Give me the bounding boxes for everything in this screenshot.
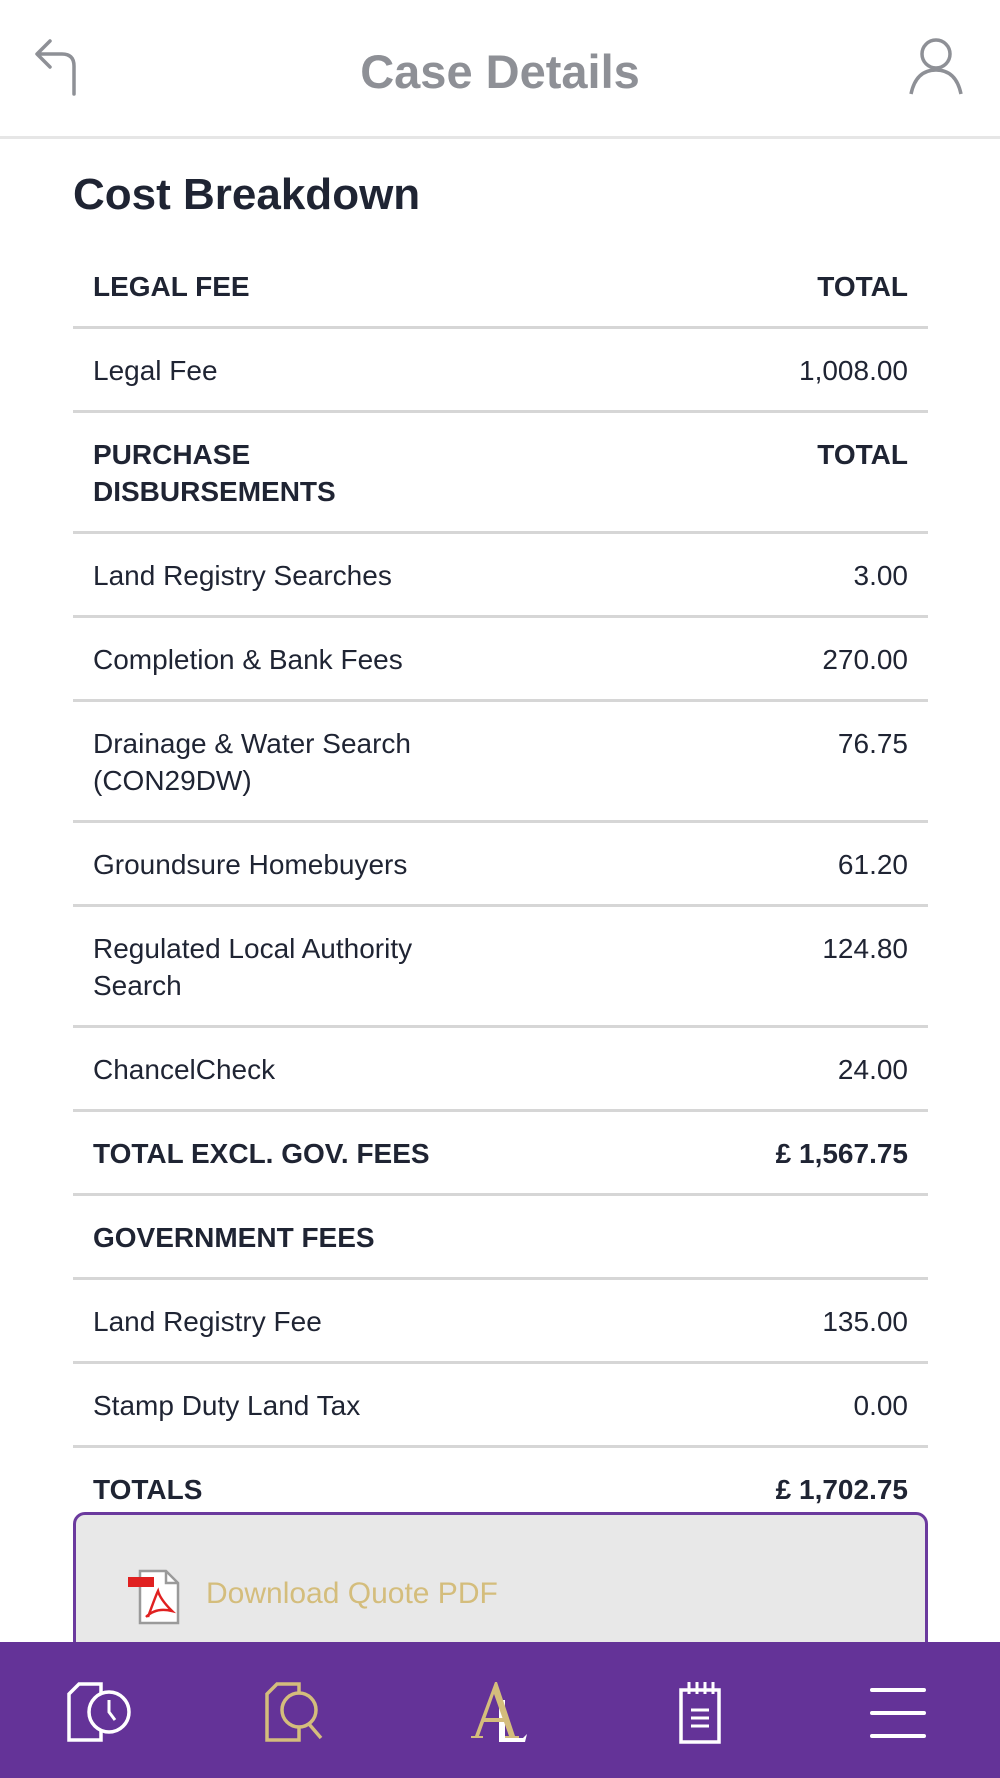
user-icon[interactable] [908, 36, 964, 96]
row-label: ChancelCheck [93, 1054, 276, 1085]
bottom-nav [0, 1642, 1000, 1778]
row-label: PURCHASE DISBURSEMENTS [93, 439, 336, 507]
row-label: Land Registry Fee [93, 1306, 322, 1337]
document-search-icon[interactable] [263, 1678, 333, 1748]
row-value: 61.20 [837, 849, 908, 880]
row-label: Land Registry Searches [93, 560, 392, 591]
table-row: Completion & Bank Fees 270.00 [73, 618, 928, 702]
back-arrow-icon[interactable] [34, 36, 84, 96]
row-label: TOTAL EXCL. GOV. FEES [93, 1138, 430, 1169]
table-header-row: GOVERNMENT FEES [73, 1196, 928, 1280]
row-value: £ 1,567.75 [775, 1138, 908, 1169]
table-row: Stamp Duty Land Tax 0.00 [73, 1364, 928, 1448]
row-value: 24.00 [837, 1054, 908, 1085]
table-header-row: PURCHASE DISBURSEMENTS TOTAL [73, 413, 928, 534]
row-label: Regulated Local Authority Search [93, 933, 413, 1001]
row-label: TOTALS [93, 1474, 203, 1505]
menu-icon[interactable] [864, 1678, 934, 1748]
section-title: Cost Breakdown [73, 170, 421, 219]
row-value: TOTAL [817, 271, 908, 302]
row-label: Legal Fee [93, 355, 218, 386]
row-value: 270.00 [822, 644, 908, 675]
case-timeline-icon[interactable] [65, 1678, 135, 1748]
row-value: 135.00 [822, 1306, 908, 1337]
row-label: Drainage & Water Search (CON29DW) [93, 728, 411, 796]
row-value: 76.75 [837, 728, 908, 759]
table-row: Legal Fee 1,008.00 [73, 329, 928, 413]
row-value: 1,008.00 [799, 355, 908, 386]
row-label: LEGAL FEE [93, 271, 250, 302]
table-row: Land Registry Searches 3.00 [73, 534, 928, 618]
row-value: 3.00 [853, 560, 909, 591]
pdf-icon [128, 1569, 180, 1625]
notepad-icon[interactable] [665, 1678, 735, 1748]
row-value: £ 1,702.75 [775, 1474, 908, 1505]
row-value: 0.00 [853, 1390, 909, 1421]
table-row: Land Registry Fee 135.00 [73, 1280, 928, 1364]
table-row: Regulated Local Authority Search 124.80 [73, 907, 928, 1028]
row-label: Completion & Bank Fees [93, 644, 403, 675]
row-value: 124.80 [822, 933, 908, 964]
page-title: Case Details [360, 45, 640, 98]
row-label: Stamp Duty Land Tax [93, 1390, 361, 1421]
app-header: Case Details [0, 0, 1000, 139]
table-row: ChancelCheck 24.00 [73, 1028, 928, 1112]
row-value: TOTAL [817, 439, 908, 470]
row-label: Groundsure Homebuyers [93, 849, 408, 880]
table-row: Drainage & Water Search (CON29DW) 76.75 [73, 702, 928, 823]
table-header-row: TOTAL EXCL. GOV. FEES £ 1,567.75 [73, 1112, 928, 1196]
table-header-row: LEGAL FEE TOTAL [73, 245, 928, 329]
cost-table: LEGAL FEE TOTAL Legal Fee 1,008.00 PURCHASE … [73, 245, 928, 1532]
download-label: Download Quote PDF [206, 1577, 498, 1610]
row-label: GOVERNMENT FEES [93, 1222, 375, 1253]
al-logo[interactable] [465, 1678, 535, 1748]
table-row: Groundsure Homebuyers 61.20 [73, 823, 928, 907]
